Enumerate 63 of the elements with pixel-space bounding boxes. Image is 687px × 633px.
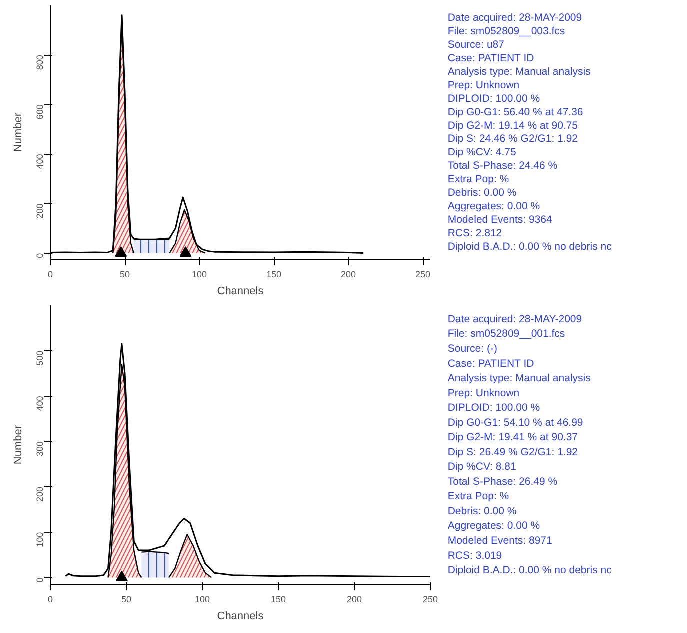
y-tick-label: 200 (35, 204, 45, 219)
text: Modeled Events: 8971 (448, 535, 552, 548)
text: Dip S: 24.46 % G2/G1: 1.92 (448, 133, 578, 146)
y-axis-title: Number (12, 425, 24, 465)
y-tick-label: 300 (35, 442, 45, 457)
text: Diploid B.A.D.: 0.00 % no debris nc (448, 240, 612, 253)
x-tick-label: 250 (416, 270, 431, 280)
y-axis-title: Number (12, 112, 24, 152)
text: Total S-Phase: 26.49 % (448, 476, 558, 488)
x-tick-label: 50 (120, 270, 130, 280)
x-axis-title: Channels (217, 286, 264, 298)
text: Aggregates: 0.00 % (448, 520, 540, 532)
text: Prep: Unknown (448, 79, 520, 92)
text: Diploid B.A.D.: 0.00 % no debris nc (448, 564, 612, 577)
x-tick-label: 0 (48, 270, 54, 280)
text: RCS: 2.812 (448, 227, 502, 240)
y-tick-label: 800 (35, 55, 45, 70)
text: Debris: 0.00 % (448, 187, 517, 200)
text: Aggregates: 0.00 % (448, 200, 540, 212)
x-tick-label: 50 (121, 594, 132, 604)
y-tick-label: 400 (35, 154, 45, 170)
text: Dip %CV: 4.75 (448, 146, 516, 159)
text: Date acquired: 28-MAY-2009 (448, 313, 582, 326)
y-tick-label: 0 (35, 578, 45, 583)
text: Case: PATIENT ID (448, 358, 535, 370)
text: Date acquired: 28-MAY-2009 (448, 12, 582, 24)
x-tick-label: 250 (422, 594, 438, 604)
y-tick-label: 100 (35, 532, 45, 548)
x-tick-label: 200 (341, 270, 356, 280)
text: Prep: Unknown (448, 387, 520, 400)
text: Case: PATIENT ID (448, 52, 535, 65)
source-note: Source: u87 (448, 39, 505, 52)
x-tick-label: 100 (194, 594, 210, 604)
x-tick-label: 0 (48, 594, 54, 604)
text: Dip G2-M: 19.14 % at 90.75 (448, 120, 578, 132)
text: Total S-Phase: 24.46 % (448, 160, 558, 172)
text: File: sm052809__001.fcs (448, 328, 566, 340)
text: File: sm052809__003.fcs (448, 26, 566, 38)
x-tick-label: 100 (192, 270, 208, 280)
source-note: Source: (-) (448, 342, 498, 355)
y-tick-label: 400 (35, 396, 45, 412)
text: Analysis type: Manual analysis (448, 372, 591, 385)
text: Dip G2-M: 19.41 % at 90.37 (448, 432, 578, 444)
text: Extra Pop: % (448, 174, 510, 186)
y-tick-label: 0 (35, 253, 45, 258)
text: DIPLOID: 100.00 % (448, 402, 540, 414)
text: Modeled Events: 9364 (448, 214, 552, 226)
text: Debris: 0.00 % (448, 505, 517, 518)
text: DIPLOID: 100.00 % (448, 92, 540, 105)
y-tick-label: 500 (35, 350, 45, 366)
text: Dip G0-G1: 54.10 % at 46.99 (448, 416, 584, 429)
text: Analysis type: Manual analysis (448, 66, 591, 78)
text: Dip S: 26.49 % G2/G1: 1.92 (448, 446, 578, 458)
text: Extra Pop: % (448, 490, 510, 503)
text: Dip %CV: 8.81 (448, 461, 516, 474)
x-tick-label: 150 (266, 270, 282, 280)
x-tick-label: 200 (346, 594, 362, 604)
x-tick-label: 150 (270, 594, 286, 604)
text: Dip G0-G1: 56.40 % at 47.36 (448, 106, 584, 118)
text: RCS: 3.019 (448, 550, 502, 562)
y-tick-label: 200 (35, 486, 45, 502)
y-tick-label: 600 (35, 104, 45, 120)
x-axis-title: Channels (217, 610, 264, 622)
